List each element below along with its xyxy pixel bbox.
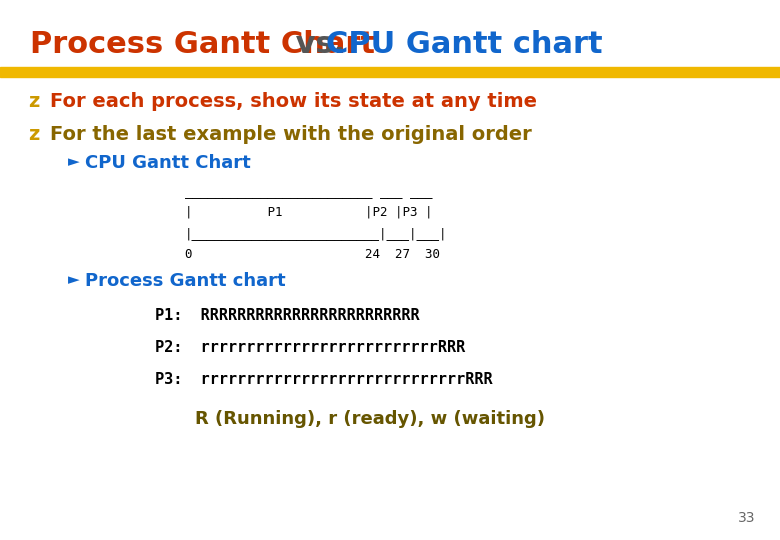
- Text: ►: ►: [68, 154, 80, 169]
- Text: vs.: vs.: [285, 30, 356, 59]
- Bar: [0, 67, 780, 77]
- Text: _________________________ ___ ___: _________________________ ___ ___: [185, 185, 432, 198]
- Text: CPU Gantt Chart: CPU Gantt Chart: [85, 154, 250, 172]
- Text: 0                       24  27  30: 0 24 27 30: [185, 248, 440, 261]
- Text: P3:  rrrrrrrrrrrrrrrrrrrrrrrrrrrrrRRR: P3: rrrrrrrrrrrrrrrrrrrrrrrrrrrrrRRR: [155, 372, 493, 387]
- Text: 33: 33: [738, 511, 755, 525]
- Text: CPU Gantt chart: CPU Gantt chart: [326, 30, 603, 59]
- Text: ►: ►: [68, 272, 80, 287]
- Text: For the last example with the original order: For the last example with the original o…: [50, 125, 532, 144]
- Text: |          P1           |P2 |P3 |: | P1 |P2 |P3 |: [185, 206, 432, 219]
- Text: z: z: [28, 92, 39, 111]
- Text: P2:  rrrrrrrrrrrrrrrrrrrrrrrrrrRRR: P2: rrrrrrrrrrrrrrrrrrrrrrrrrrRRR: [155, 340, 465, 355]
- Text: R (Running), r (ready), w (waiting): R (Running), r (ready), w (waiting): [195, 410, 545, 428]
- Text: z: z: [28, 125, 39, 144]
- Text: |_________________________|___|___|: |_________________________|___|___|: [185, 227, 448, 240]
- Text: Process Gantt Chart: Process Gantt Chart: [30, 30, 375, 59]
- Text: For each process, show its state at any time: For each process, show its state at any …: [50, 92, 537, 111]
- Text: Process Gantt chart: Process Gantt chart: [85, 272, 285, 290]
- Text: P1:  RRRRRRRRRRRRRRRRRRRRRRRR: P1: RRRRRRRRRRRRRRRRRRRRRRRR: [155, 308, 420, 323]
